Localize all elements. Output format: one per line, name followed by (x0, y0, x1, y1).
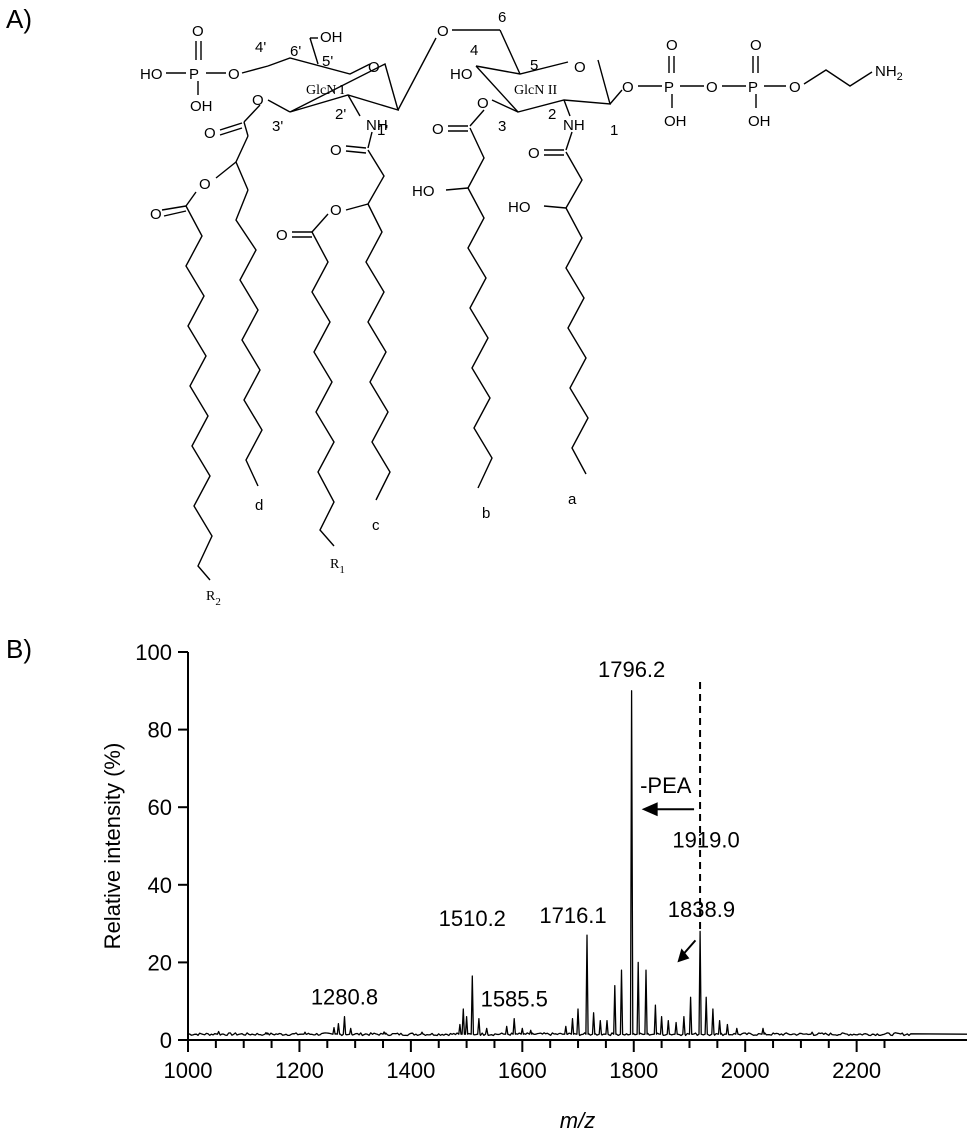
glcn2-ring-o-label: O (574, 59, 586, 76)
peak-labels: 1280.8 1510.2 1585.5 1716.1 1796.2 1838.9 1919… (311, 657, 740, 1012)
peak-label: 1280.8 (311, 985, 378, 1010)
phosphate-o-top-label: O (192, 23, 204, 40)
pp-o2-label: O (706, 79, 718, 96)
panel-b-label: B) (6, 634, 32, 664)
glcn2-ho4-label: HO (450, 66, 473, 83)
phosphate-p-label: P (189, 66, 199, 83)
glcn2-o3-label: O (477, 95, 489, 112)
chain-a-carbonyl-o-label: O (528, 145, 540, 162)
x-tick-label: 1800 (609, 1058, 658, 1083)
glcn2-pos3-label: 3 (498, 118, 506, 135)
chain-r1-end-label: R1 (330, 557, 345, 576)
x-tick-label: 2200 (832, 1058, 881, 1083)
x-axis-ticks: 1000 1200 1400 1600 1800 2000 2200 (164, 1040, 886, 1083)
pp-o-top2-label: O (750, 37, 762, 54)
glcn1-pos4-label: 4' (255, 39, 266, 56)
pp-o1-label: O (622, 79, 634, 96)
x-tick-label: 1600 (498, 1058, 547, 1083)
glcn2-pos1-label: 1 (610, 122, 618, 139)
chain-r1-carbonyl-o-label: O (276, 227, 288, 244)
pp-p2-label: P (748, 79, 758, 96)
pea-annotation-label: -PEA (640, 773, 692, 798)
glcn1-pos5-label: 5' (322, 53, 333, 70)
chain-b-carbonyl-o-label: O (432, 121, 444, 138)
pea-arrow-head (641, 802, 658, 817)
bridge-pos6-label: 6 (498, 9, 506, 26)
peak-label: 1838.9 (668, 897, 735, 922)
chain-d-carbonyl-o-label: O (204, 125, 216, 142)
peak-label: 1585.5 (481, 987, 548, 1012)
x-tick-label: 1400 (386, 1058, 435, 1083)
glcn1-ring-o-label: O (368, 59, 380, 76)
glcn2-pos4-label: 4 (470, 42, 478, 59)
glcn1-pos3-label: 3' (272, 118, 283, 135)
glcn1-name-label: GlcN I (306, 83, 345, 98)
y-tick-label: 40 (148, 873, 172, 898)
glcn1-pos2-label: 2' (335, 106, 346, 123)
phosphate-ho-label: HO (140, 66, 163, 83)
chain-r1-ester-o-label: O (330, 202, 342, 219)
peak-label: 1510.2 (439, 906, 506, 931)
lipid-a-structure: HO P O OH O O GlcN I 4' 6' OH 5' 3' 2' 1… (140, 9, 903, 608)
panel-a-label: A) (6, 4, 32, 34)
y-tick-label: 80 (148, 718, 172, 743)
x-tick-label: 2000 (721, 1058, 770, 1083)
pp-oh1-label: OH (664, 113, 687, 130)
y-tick-label: 20 (148, 950, 172, 975)
glcn2-nh-label: NH (563, 117, 585, 134)
phosphate-o-link-label: O (228, 66, 240, 83)
mass-spectrum-chart: 0 20 40 60 80 100 1000 1200 1400 1600 1800 2000 220… (100, 640, 968, 1133)
pp-p1-label: P (664, 79, 674, 96)
peak-label: 1919.0 (672, 827, 739, 852)
x-axis-title: m/z (560, 1108, 595, 1133)
peak-label: 1796.2 (598, 657, 665, 682)
y-tick-label: 0 (160, 1028, 172, 1053)
chain-r2-carbonyl-o-label: O (150, 206, 162, 223)
chain-d-end-label: d (255, 497, 263, 514)
glcn1-o3-label: O (252, 92, 264, 109)
glcn1-oh6-label: OH (320, 29, 343, 46)
bridge-o-label: O (437, 23, 449, 40)
pp-o3-label: O (789, 79, 801, 96)
nh2-label: NH2 (875, 63, 903, 83)
spectrum-trace (187, 690, 968, 1037)
pp-o-top1-label: O (666, 37, 678, 54)
y-tick-label: 100 (135, 640, 172, 665)
glcn2-pos2-label: 2 (548, 106, 556, 123)
chain-c-carbonyl-o-label: O (330, 142, 342, 159)
chain-b-end-label: b (482, 505, 490, 522)
glcn2-name-label: GlcN II (514, 83, 557, 98)
chain-b-hydroxyl-label: HO (412, 183, 435, 200)
y-tick-label: 60 (148, 795, 172, 820)
peak-1838-arrow-head (677, 948, 690, 963)
y-axis-title: Relative intensity (%) (100, 743, 125, 950)
glcn1-pos6-label: 6' (290, 43, 301, 60)
glcn1-nh-label: NH (366, 117, 388, 134)
glcn2-pos5-label: 5 (530, 57, 538, 74)
chain-r2-ester-o-label: O (199, 176, 211, 193)
peak-label: 1716.1 (539, 903, 606, 928)
glcn1-pos1-label: 1' (377, 122, 388, 139)
phosphate-oh-label: OH (190, 98, 213, 115)
chain-a-end-label: a (568, 491, 577, 508)
y-axis-ticks: 0 20 40 60 80 100 (135, 640, 188, 1053)
x-tick-label: 1000 (164, 1058, 213, 1083)
x-tick-label: 1200 (275, 1058, 324, 1083)
chain-r2-end-label: R2 (206, 589, 221, 608)
chain-c-end-label: c (372, 517, 380, 534)
pp-oh2-label: OH (748, 113, 771, 130)
chain-a-hydroxyl-label: HO (508, 199, 531, 216)
